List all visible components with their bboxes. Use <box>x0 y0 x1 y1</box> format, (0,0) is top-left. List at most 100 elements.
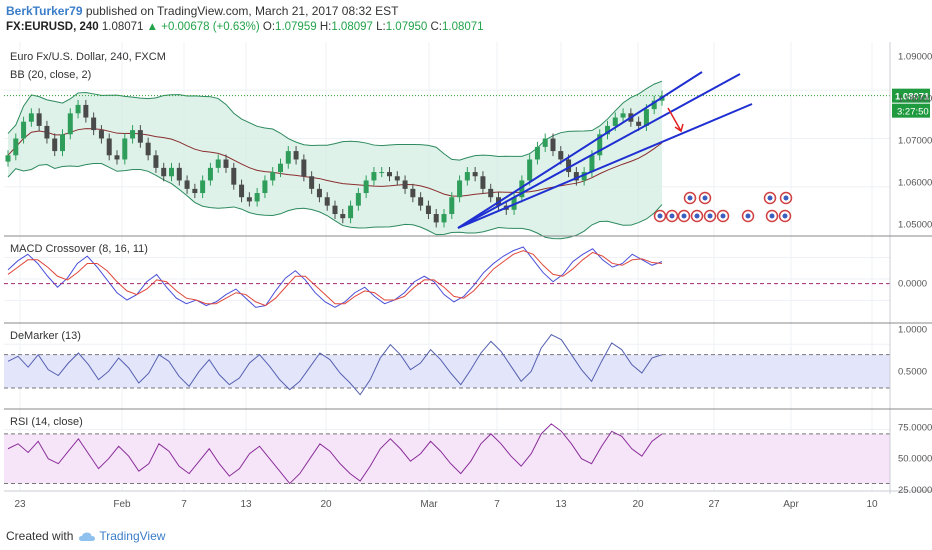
event-marker-dot-11 <box>767 195 773 201</box>
footer: Created with TradingView <box>0 518 932 550</box>
panel-labels: Euro Fx/U.S. Dollar, 240, FXCM BB (20, cl… <box>10 51 166 428</box>
price-change: ▲ +0.00678 (+0.63%) <box>146 21 260 33</box>
x-tick-label-6: 7 <box>494 499 500 510</box>
candle-body-12 <box>98 130 104 139</box>
candle-body-31 <box>246 197 252 202</box>
x-tick-label-11: 10 <box>866 499 878 510</box>
candle-body-47 <box>371 172 377 181</box>
price-panel[interactable]: 1.08071 3:27:50 <box>4 71 930 240</box>
candle-body-21 <box>169 167 174 177</box>
candle-body-73 <box>573 172 579 181</box>
candle-body-76 <box>597 134 603 156</box>
demarker-panel[interactable] <box>4 334 890 396</box>
candle-body-4 <box>36 113 42 126</box>
candle-body-37 <box>293 151 299 160</box>
demarker-line <box>7 334 663 396</box>
macd-panel[interactable] <box>4 246 890 308</box>
candle-body-6 <box>52 138 58 152</box>
demarker-label: DeMarker (13) <box>10 330 81 342</box>
candle-body-79 <box>620 113 626 118</box>
x-tick-label-5: Mar <box>420 499 438 510</box>
event-marker-dot-7 <box>769 213 775 219</box>
demarker-tick-0: 1.0000 <box>898 325 927 336</box>
chart-header: BerkTurker79 published on TradingView.co… <box>0 0 932 38</box>
x-tick-label-8: 20 <box>632 499 644 510</box>
candle-body-39 <box>309 176 315 189</box>
axes: 23 Feb 7 13 20 Mar 7 13 20 27 Apr 101.090001.080001… <box>4 42 932 510</box>
high-value: 1.08097 <box>331 21 373 33</box>
candle-body-83 <box>651 100 657 110</box>
candle-body-56 <box>441 214 447 223</box>
candle-body-2 <box>21 121 27 139</box>
candle-body-69 <box>542 138 548 147</box>
tradingview-brand-link[interactable]: TradingView <box>99 529 166 543</box>
candle-body-30 <box>239 184 245 198</box>
candle-body-48 <box>379 172 385 174</box>
candle-body-67 <box>527 159 533 181</box>
candle-body-13 <box>106 138 112 156</box>
candle-body-27 <box>215 159 221 168</box>
rsi-tick-0: 75.0000 <box>898 423 932 434</box>
candle-body-50 <box>394 176 400 181</box>
candle-body-14 <box>114 155 120 160</box>
candle-body-10 <box>83 104 89 118</box>
publish-info: published on TradingView.com, March 21, … <box>82 4 399 18</box>
candle-body-71 <box>558 151 564 160</box>
forecast-arrow-shaft <box>667 107 682 132</box>
last-price: 1.08071 <box>101 21 144 33</box>
candle-body-57 <box>449 197 455 215</box>
publish-line: BerkTurker79 published on TradingView.co… <box>6 4 398 18</box>
macd-macd-line <box>7 246 663 308</box>
high-label: H: <box>319 21 332 33</box>
candle-body-44 <box>348 205 354 219</box>
candle-body-55 <box>433 214 439 223</box>
event-marker-dot-10 <box>702 195 708 201</box>
close-value: 1.08071 <box>441 21 484 33</box>
open-value: 1.07959 <box>275 21 317 33</box>
candle-body-29 <box>231 167 237 185</box>
rsi-label: RSI (14, close) <box>10 416 83 428</box>
candle-body-9 <box>75 104 81 114</box>
candle-body-46 <box>363 180 369 194</box>
ohlc-line: FX:EURUSD, 240 1.08071 ▲ +0.00678 (+0.63… <box>6 21 484 33</box>
close-label: C: <box>430 21 442 33</box>
candle-body-36 <box>285 151 291 164</box>
candle-body-42 <box>332 205 338 215</box>
candle-body-81 <box>636 121 642 126</box>
candle-body-53 <box>418 197 424 206</box>
candle-body-24 <box>192 188 198 194</box>
candle-body-19 <box>153 155 159 168</box>
event-marker-dot-9 <box>687 195 693 201</box>
last-price-tag: 1.08071 <box>895 92 930 103</box>
candle-body-20 <box>161 167 167 177</box>
macd-signal-line <box>7 250 663 307</box>
last-price-tag-bg <box>892 88 930 103</box>
event-marker-dot-3 <box>694 213 700 219</box>
symbol-label[interactable]: FX:EURUSD, 240 <box>6 21 99 33</box>
candle-body-62 <box>488 188 494 198</box>
candle-body-78 <box>612 117 618 126</box>
rsi-line <box>7 423 663 485</box>
candle-body-51 <box>402 180 408 189</box>
candle-body-28 <box>223 159 229 168</box>
demarker-band <box>4 354 890 388</box>
candle-body-18 <box>145 142 151 156</box>
created-with-text: Created with <box>6 529 74 543</box>
x-tick-label-0: 23 <box>14 499 26 510</box>
event-marker-dot-12 <box>783 195 789 201</box>
candle-body-59 <box>464 172 470 181</box>
event-marker-dot-1 <box>669 213 675 219</box>
candle-body-17 <box>137 130 143 143</box>
candle-body-22 <box>176 167 182 181</box>
chart-area[interactable]: 1.08071 3:27:50 23 Feb 7 13 20 Mar 7 13 20 27 Apr 10… <box>0 38 932 518</box>
candle-body-15 <box>122 138 128 160</box>
author-link[interactable]: BerkTurker79 <box>6 4 83 18</box>
candle-body-66 <box>519 180 525 198</box>
tradingview-cloud-icon <box>79 532 96 541</box>
candle-body-3 <box>28 113 34 122</box>
candle-body-33 <box>262 180 268 194</box>
trend-line-2 <box>457 103 753 229</box>
rsi-panel[interactable] <box>4 423 890 485</box>
candle-body-5 <box>44 125 50 139</box>
price-tick-1: 1.08000 <box>898 94 932 105</box>
